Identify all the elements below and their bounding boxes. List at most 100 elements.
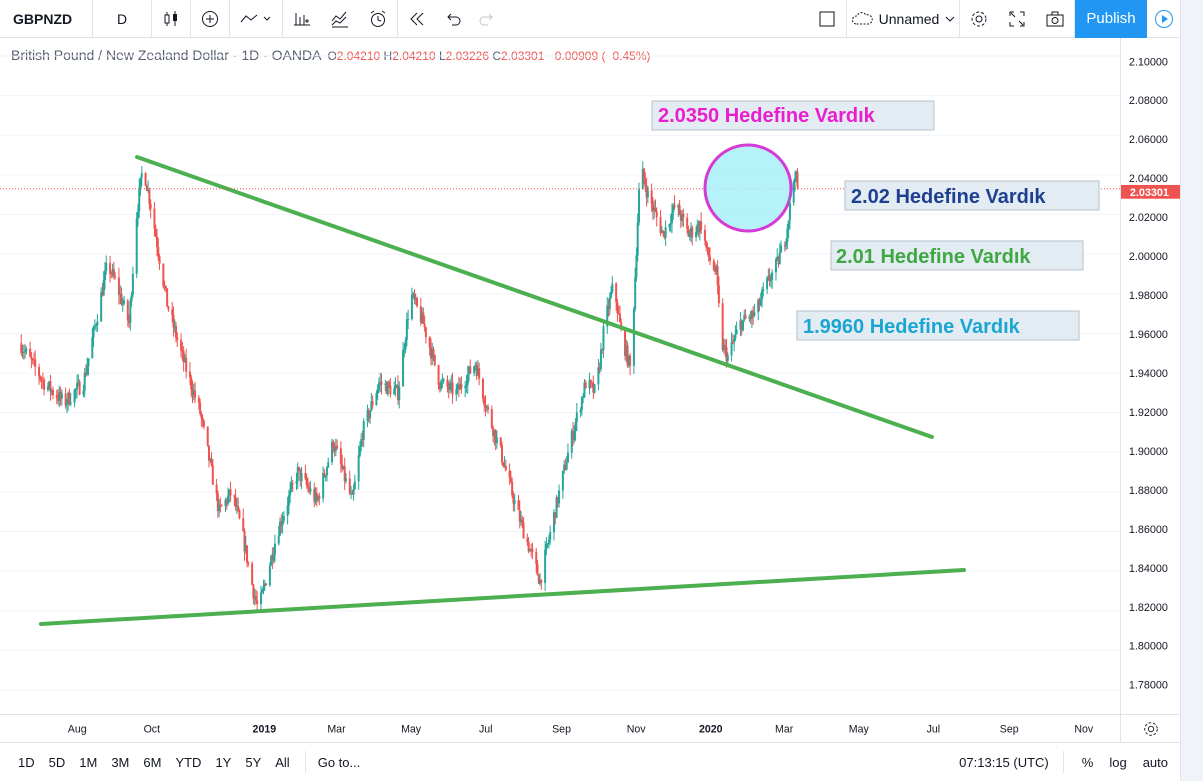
candle-body <box>305 478 308 485</box>
candle-body <box>664 227 667 238</box>
candle-body <box>194 390 197 398</box>
undo-icon[interactable] <box>436 0 470 38</box>
candle-body <box>298 467 301 469</box>
candle-body <box>167 306 170 310</box>
log-toggle[interactable]: log <box>1109 754 1127 770</box>
line-tool-icon[interactable] <box>230 0 282 38</box>
time-axis[interactable]: Aug Oct 2019 Mar May Jul Sep Nov 2020 Mar May Jul Se… <box>0 714 1120 742</box>
range-1m-button[interactable]: 1M <box>79 754 98 770</box>
candle-body <box>375 393 378 406</box>
candle-body <box>792 181 795 203</box>
annotation-2-01[interactable]: 2.01 Hedefine Vardık <box>830 240 1084 271</box>
candle-body <box>234 496 237 507</box>
price-tick-label: 1.94000 <box>1129 368 1168 380</box>
annotation-2-0350[interactable]: 2.0350 Hedefine Vardık <box>651 100 935 131</box>
auto-toggle[interactable]: auto <box>1142 754 1168 770</box>
time-tick-label: Mar <box>775 723 794 735</box>
candle-body <box>783 245 786 247</box>
redo-icon[interactable] <box>470 0 504 38</box>
compare-icon[interactable] <box>321 0 359 38</box>
candle-body <box>788 202 791 221</box>
candle-body <box>74 389 77 391</box>
candle-body <box>625 345 628 356</box>
range-1d-button[interactable]: 1D <box>18 754 35 770</box>
replay-icon[interactable] <box>398 0 436 38</box>
axis-settings-gear-icon[interactable] <box>1120 714 1180 742</box>
snapshot-camera-icon[interactable] <box>1036 0 1074 38</box>
chevron-down-icon <box>945 16 955 22</box>
fullscreen-icon[interactable] <box>998 0 1036 38</box>
candles <box>20 161 781 612</box>
candle-body <box>705 240 708 248</box>
candle-body <box>687 228 690 237</box>
range-5y-button[interactable]: 5Y <box>245 754 262 770</box>
candle-body <box>171 309 174 315</box>
lower-trendline[interactable] <box>39 568 966 626</box>
candle-body <box>429 347 432 359</box>
candle-body <box>181 350 184 352</box>
candle-body <box>282 515 285 521</box>
candle-body <box>404 339 407 350</box>
range-3m-button[interactable]: 3M <box>111 754 130 770</box>
candle-body <box>22 352 25 354</box>
candle-body <box>494 429 497 443</box>
candle-body <box>111 269 114 275</box>
range-6m-button[interactable]: 6M <box>143 754 162 770</box>
candle-body <box>112 269 115 277</box>
candle-body <box>157 246 160 256</box>
candle-body <box>273 543 276 555</box>
candle-body <box>598 367 601 370</box>
fullscreen-layout-icon[interactable] <box>808 0 846 38</box>
candles-icon[interactable] <box>152 0 190 38</box>
candle-body <box>290 483 293 490</box>
range-5d-button[interactable]: 5D <box>48 754 66 770</box>
time-tick-label: May <box>849 723 870 735</box>
candle-body <box>154 228 157 237</box>
annotation-2-02[interactable]: 2.02 Hedefine Vardık <box>844 180 1100 211</box>
candle-body <box>238 510 241 519</box>
candle-body <box>166 288 169 307</box>
candle-body <box>549 532 552 540</box>
price-axis[interactable]: 2.10000 2.08000 2.06000 2.04000 2.02000 2.000… <box>1120 38 1180 714</box>
candle-body <box>422 312 425 324</box>
goto-button[interactable]: Go to... <box>304 751 373 773</box>
play-icon[interactable] <box>1147 0 1180 38</box>
candle-body <box>662 230 665 232</box>
candle-body <box>636 222 639 256</box>
clock-label[interactable]: 07:13:15 (UTC) <box>945 751 1064 773</box>
candle-body <box>296 467 299 482</box>
range-all-button[interactable]: All <box>275 754 290 770</box>
candle-body <box>715 266 718 273</box>
annotation-1-9960[interactable]: 1.9960 Hedefine Vardık <box>796 310 1080 341</box>
candle-body <box>40 379 43 381</box>
symbol-search-button[interactable]: GBPNZD <box>13 10 73 27</box>
candle-body <box>128 320 131 324</box>
candle-body <box>309 488 312 492</box>
alert-icon[interactable] <box>359 0 397 38</box>
target-circle[interactable] <box>703 143 793 233</box>
top-toolbar: GBPNZD D Unnamed <box>0 0 1180 38</box>
candle-body <box>259 592 262 604</box>
bars-style-icon[interactable] <box>283 0 321 38</box>
percent-toggle[interactable]: % <box>1081 754 1094 770</box>
publish-button[interactable]: Publish <box>1075 0 1147 38</box>
candle-body <box>126 300 129 321</box>
candle-body <box>774 259 777 273</box>
interval-button[interactable]: D <box>116 10 128 27</box>
settings-gear-icon[interactable] <box>960 0 998 38</box>
cloud-icon <box>851 11 873 24</box>
add-indicator-icon[interactable] <box>191 0 229 38</box>
candle-body <box>384 383 387 385</box>
upper-trendline[interactable] <box>135 155 934 439</box>
layout-name-button[interactable]: Unnamed <box>847 0 959 38</box>
candle-body <box>686 217 689 229</box>
candle-body <box>632 309 635 366</box>
candle-body <box>721 303 724 350</box>
range-ytd-button[interactable]: YTD <box>175 754 202 770</box>
candle-body <box>726 355 729 362</box>
candle-body <box>405 319 408 340</box>
range-1y-button[interactable]: 1Y <box>215 754 232 770</box>
price-chart[interactable]: 2.0350 Hedefine Vardık 2.02 Hedefine Var… <box>0 38 1120 714</box>
candle-body <box>96 321 99 326</box>
candle-body <box>353 481 356 490</box>
